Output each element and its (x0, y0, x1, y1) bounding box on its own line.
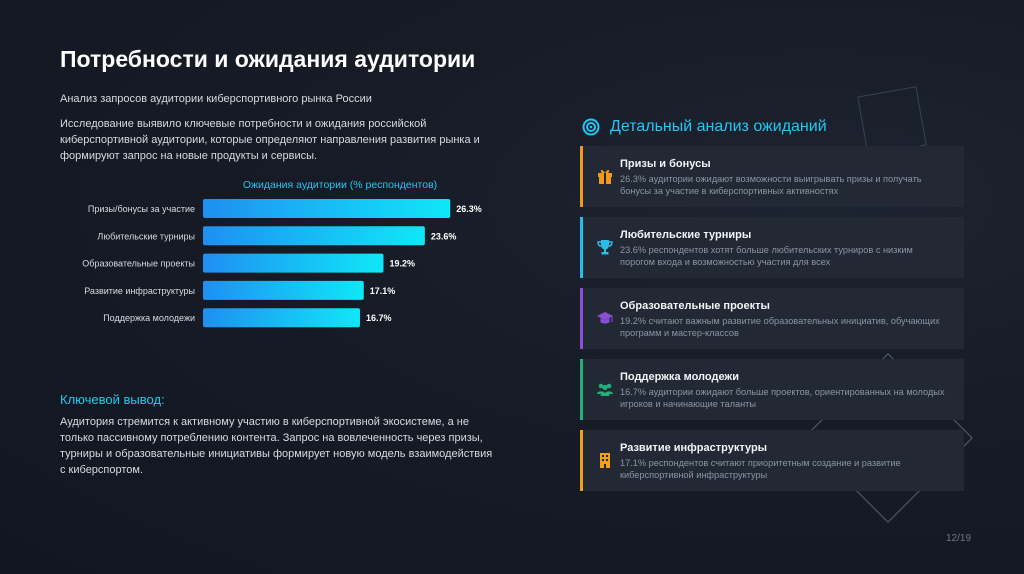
bar (203, 253, 384, 273)
value-label: 16.7% (366, 313, 392, 323)
building-icon (600, 453, 610, 468)
card-description: 19.2% считают важным развитие образовате… (620, 316, 940, 338)
card-description: 17.1% респондентов считают приоритетным … (620, 458, 901, 480)
bar (203, 308, 360, 328)
card-description: 26.3% аудитории ожидают возможности выиг… (620, 174, 922, 196)
page-title: Потребности и ожидания аудитории (60, 46, 476, 72)
card-educational-projects: Образовательные проекты 19.2% считают ва… (580, 288, 964, 349)
card-youth-support: Поддержка молодежи 16.7% аудитории ожида… (580, 359, 964, 420)
card-description: 16.7% аудитории ожидают больше проектов,… (620, 387, 945, 409)
card-description: 23.6% респондентов хотят больше любитель… (620, 245, 913, 267)
graduation-cap-icon (597, 312, 613, 324)
category-label: Образовательные проекты (82, 259, 195, 269)
value-label: 23.6% (431, 231, 457, 241)
category-label: Призы/бонусы за участие (88, 204, 195, 214)
chart-title: Ожидания аудитории (% респондентов) (243, 179, 437, 191)
target-icon (582, 118, 600, 136)
detail-analysis-header: Детальный анализ ожиданий (582, 116, 827, 138)
category-label: Любительские турниры (97, 231, 195, 241)
users-icon (597, 383, 613, 396)
card-title: Призы и бонусы (620, 158, 711, 170)
expectations-bar-chart: Ожидания аудитории (% респондентов) Приз… (82, 179, 482, 328)
card-infrastructure: Развитие инфраструктуры 17.1% респондент… (580, 430, 964, 491)
bar (203, 199, 451, 218)
bar (203, 226, 425, 246)
value-label: 19.2% (389, 259, 415, 269)
card-title: Поддержка молодежи (620, 371, 739, 383)
page-number: 12/19 (946, 533, 972, 544)
gift-icon (598, 169, 612, 184)
card-title: Любительские турниры (620, 229, 752, 241)
page-subtitle: Анализ запросов аудитории киберспортивно… (60, 93, 372, 105)
bar (203, 280, 364, 300)
detail-analysis-title: Детальный анализ ожиданий (610, 118, 827, 135)
card-title: Образовательные проекты (620, 300, 770, 312)
card-prizes-bonuses: Призы и бонусы 26.3% аудитории ожидают в… (580, 146, 964, 207)
card-amateur-tournaments: Любительские турниры 23.6% респондентов … (580, 217, 964, 278)
value-label: 17.1% (370, 286, 396, 296)
value-label: 26.3% (456, 204, 482, 214)
category-label: Поддержка молодежи (103, 313, 195, 323)
conclusion-text: Аудитория стремится к активному участию … (60, 416, 493, 476)
category-label: Развитие инфраструктуры (84, 286, 195, 296)
card-title: Развитие инфраструктуры (620, 442, 768, 454)
intro-paragraph: Исследование выявило ключевые потребност… (60, 118, 480, 162)
conclusion-title: Ключевой вывод: (60, 392, 165, 407)
trophy-icon (597, 240, 613, 255)
